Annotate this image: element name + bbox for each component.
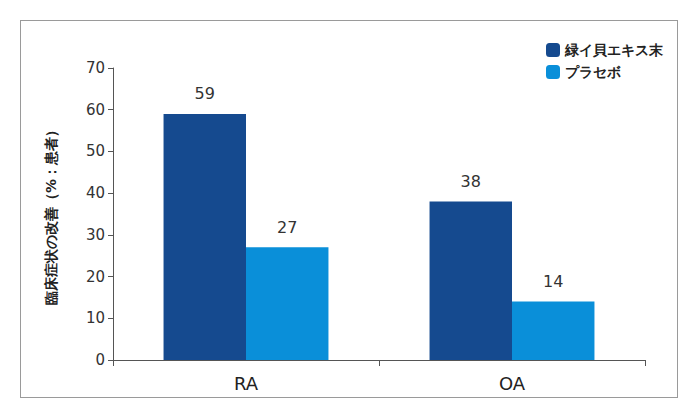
- svg-text:10: 10: [86, 309, 105, 327]
- svg-text:40: 40: [86, 184, 105, 202]
- svg-text:27: 27: [277, 218, 297, 237]
- svg-text:OA: OA: [499, 373, 526, 394]
- svg-text:38: 38: [461, 172, 481, 191]
- svg-text:60: 60: [86, 101, 105, 119]
- svg-text:RA: RA: [234, 373, 259, 394]
- svg-text:70: 70: [86, 59, 105, 77]
- svg-text:20: 20: [86, 268, 105, 286]
- svg-text:30: 30: [86, 226, 105, 244]
- svg-text:59: 59: [195, 84, 215, 103]
- svg-text:14: 14: [543, 272, 563, 291]
- svg-text:50: 50: [86, 142, 105, 160]
- svg-text:0: 0: [95, 351, 105, 369]
- svg-text:プラセボ: プラセボ: [565, 64, 621, 80]
- svg-text:緑イ貝エキス末: 緑イ貝エキス末: [564, 42, 664, 58]
- svg-text:臨床症状の改善（%：患者）: 臨床症状の改善（%：患者）: [43, 123, 59, 305]
